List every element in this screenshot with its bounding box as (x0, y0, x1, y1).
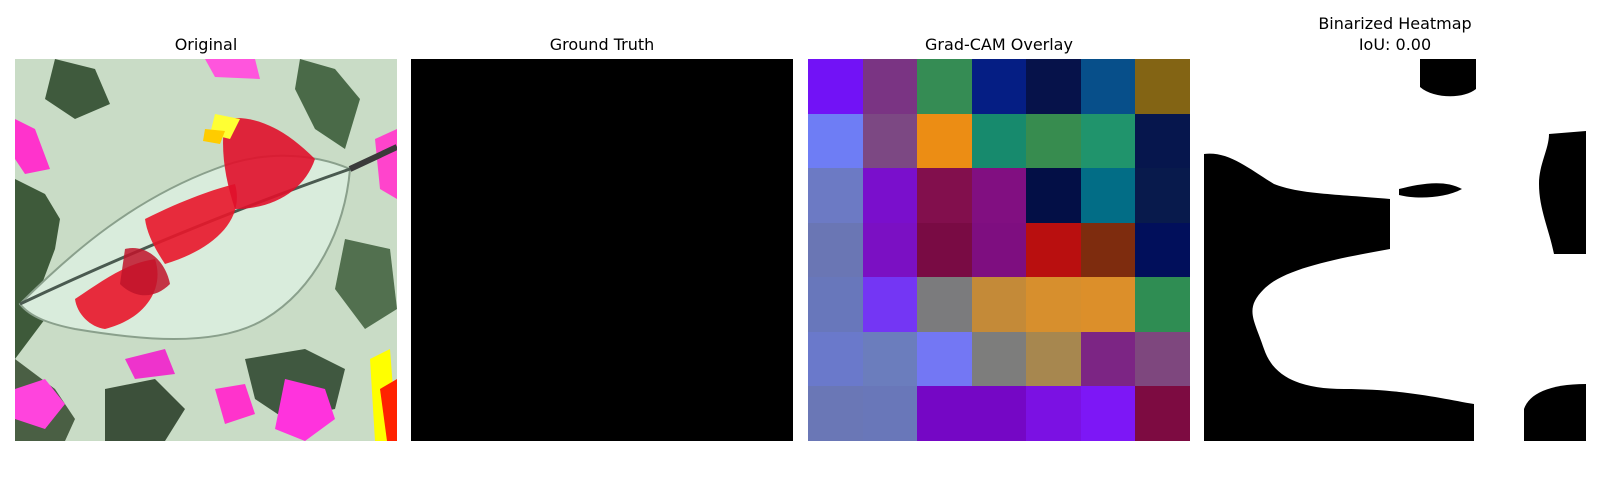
binarized-heatmap (1204, 59, 1586, 441)
gradcam-cell (1026, 386, 1081, 441)
gradcam-cell (917, 59, 972, 114)
ground-truth-mask (411, 59, 793, 441)
gradcam-cell (1080, 59, 1136, 114)
original-title: Original (174, 35, 238, 54)
gradcam-cell (971, 386, 1027, 441)
ground-truth-title: Ground Truth (549, 35, 655, 54)
leaf-image-drawing (15, 59, 397, 441)
gradcam-cell (1026, 277, 1081, 332)
gradcam-cell (1135, 222, 1190, 278)
original-leaf-image (15, 59, 397, 441)
gradcam-cell (971, 168, 1027, 223)
gradcam-cell (1135, 168, 1190, 223)
gradcam-cell (1080, 331, 1136, 387)
gradcam-cell (808, 277, 863, 332)
gradcam-panel: Grad-CAM Overlay (808, 0, 1190, 450)
gradcam-cell (917, 168, 972, 223)
gradcam-cell (862, 113, 918, 169)
gradcam-cell (1080, 168, 1136, 223)
gradcam-cell (862, 331, 918, 387)
gradcam-title: Grad-CAM Overlay (925, 35, 1073, 54)
ground-truth-panel: Ground Truth (411, 0, 793, 450)
gradcam-cell (917, 331, 972, 387)
gradcam-cell (1135, 59, 1190, 114)
gradcam-cell (971, 222, 1027, 278)
gradcam-cell (971, 59, 1027, 114)
gradcam-cell (1080, 277, 1136, 332)
gradcam-cell (862, 277, 918, 332)
gradcam-cell (1135, 331, 1190, 387)
original-panel: Original (15, 0, 397, 450)
binarized-title: Binarized Heatmap (1318, 14, 1472, 33)
gradcam-cell (1080, 386, 1136, 441)
gradcam-cell (808, 168, 863, 223)
gradcam-cell (1026, 168, 1081, 223)
gradcam-cell (808, 222, 863, 278)
gradcam-cell (971, 331, 1027, 387)
binarized-heatmap-drawing (1204, 59, 1586, 441)
gradcam-cell (1026, 113, 1081, 169)
gradcam-overlay-grid (808, 59, 1190, 441)
gradcam-cell (1026, 331, 1081, 387)
gradcam-cell (1135, 386, 1190, 441)
gradcam-cell (971, 277, 1027, 332)
gradcam-cell (1080, 113, 1136, 169)
gradcam-cell (862, 222, 918, 278)
gradcam-cell (862, 59, 918, 114)
gradcam-cell (1080, 222, 1136, 278)
gradcam-cell (917, 222, 972, 278)
gradcam-cell (862, 386, 918, 441)
gradcam-cell (1135, 113, 1190, 169)
gradcam-cell (1026, 59, 1081, 114)
gradcam-cell (808, 386, 863, 441)
gradcam-cell (971, 113, 1027, 169)
gradcam-cell (1026, 222, 1081, 278)
gradcam-cell (808, 331, 863, 387)
gradcam-cell (1135, 277, 1190, 332)
gradcam-cell (862, 168, 918, 223)
gradcam-cell (917, 386, 972, 441)
iou-label: IoU: 0.00 (1358, 35, 1432, 54)
binarized-panel: Binarized Heatmap IoU: 0.00 (1204, 0, 1586, 450)
gradcam-cell (917, 113, 972, 169)
gradcam-cell (808, 113, 863, 169)
gradcam-cell (917, 277, 972, 332)
gradcam-cell (808, 59, 863, 114)
